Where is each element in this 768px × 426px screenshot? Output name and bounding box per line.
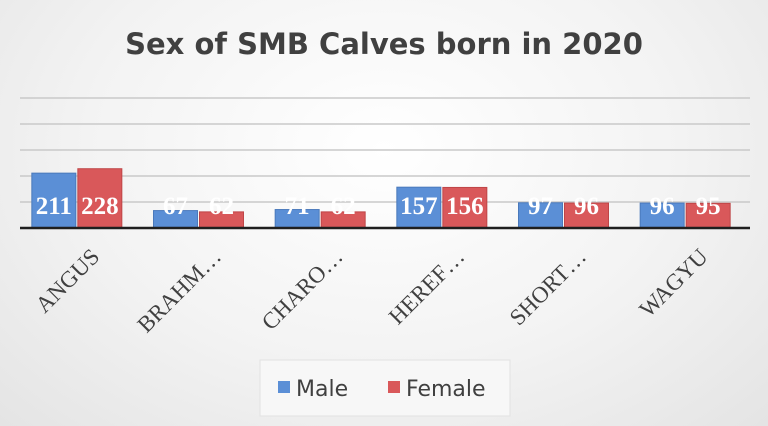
gridlines	[20, 97, 750, 203]
data-label: 67	[163, 193, 188, 220]
chart-title: Sex of SMB Calves born in 2020	[125, 27, 643, 61]
data-label: 95	[696, 193, 721, 220]
legend-label-female: Female	[406, 377, 486, 402]
bar-female	[685, 202, 731, 229]
x-tick-label: BRAHM…	[132, 244, 226, 338]
x-tick-label: ANGUS	[31, 244, 105, 318]
x-tick-label: SHORT…	[505, 244, 591, 330]
legend-swatch-male	[278, 381, 290, 393]
data-label: 228	[81, 193, 119, 220]
legend-box	[259, 359, 511, 417]
data-label: 211	[36, 193, 72, 220]
bar-male	[396, 186, 442, 229]
data-label: 62	[331, 193, 356, 220]
data-label: 96	[650, 193, 675, 220]
data-label: 71	[285, 193, 310, 220]
x-tick-label: WAGYU	[634, 244, 712, 322]
data-label: 157	[400, 193, 438, 220]
x-tick-label: HEREF…	[384, 244, 469, 329]
data-labels: 211 228 67 62 71 62 157 156 97 96 96 95	[36, 193, 721, 220]
legend: Male Female	[259, 359, 511, 417]
data-label: 96	[574, 193, 599, 220]
bar-female	[564, 202, 609, 229]
data-label: 62	[209, 193, 234, 220]
data-label: 156	[446, 193, 484, 220]
legend-swatch-female	[388, 381, 400, 393]
x-axis-tick-labels: ANGUS BRAHM… CHARO… HEREF… SHORT… WAGYU	[31, 244, 713, 338]
bar-male	[518, 202, 563, 229]
legend-label-male: Male	[296, 377, 348, 402]
bars	[31, 168, 731, 229]
bar-male	[31, 172, 77, 229]
bar-male	[639, 202, 685, 229]
data-label: 97	[528, 193, 553, 220]
bar-female	[442, 186, 488, 229]
x-tick-label: CHARO…	[257, 244, 348, 335]
